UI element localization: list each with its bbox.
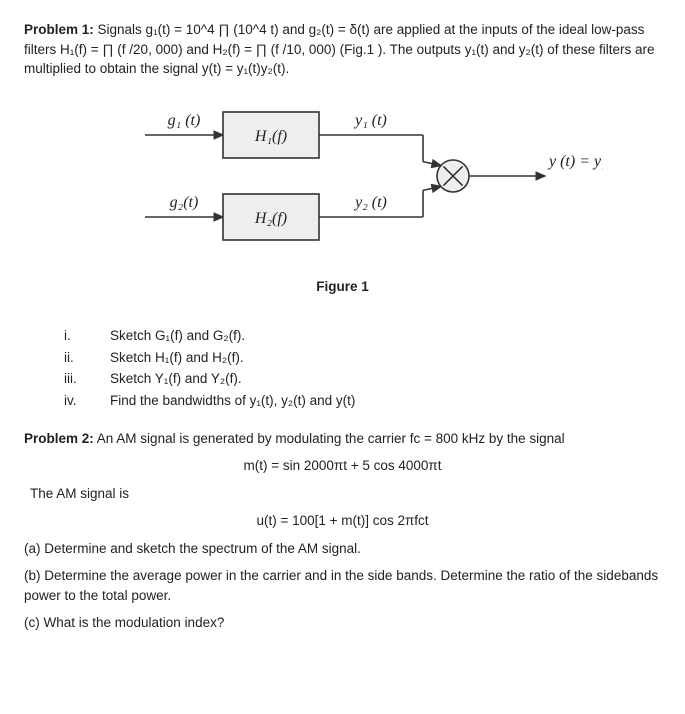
task-text: Sketch H₁(f) and H₂(f). [110, 348, 244, 368]
task-num: iii. [64, 369, 110, 389]
figure-1: g₁ (t) H₁(f) y₁ (t) g₂(t) H₂(f) y₂ (t) y (t) =… [24, 97, 661, 297]
task-text: Find the bandwidths of y₁(t), y₂(t) and … [110, 391, 355, 411]
eq-ut: u(t) = 100[1 + m(t)] cos 2πfct [24, 511, 661, 531]
p2-part-c: (c) What is the modulation index? [24, 613, 661, 633]
problem-1-text: Signals g₁(t) = 10^4 ∏ (10^4 t) and g₂(t… [24, 22, 655, 76]
task-row: iv. Find the bandwidths of y₁(t), y₂(t) … [64, 391, 661, 411]
task-num: iv. [64, 391, 110, 411]
svg-text:y₁ (t): y₁ (t) [353, 112, 387, 129]
svg-text:H₁(f): H₁(f) [253, 128, 286, 145]
problem-2-intro: An AM signal is generated by modulating … [94, 431, 565, 446]
task-text: Sketch G₁(f) and G₂(f). [110, 326, 245, 346]
svg-text:y₂ (t): y₂ (t) [353, 194, 387, 211]
task-row: ii. Sketch H₁(f) and H₂(f). [64, 348, 661, 368]
problem-1-statement: Problem 1: Signals g₁(t) = 10^4 ∏ (10^4 … [24, 20, 661, 79]
svg-text:y (t) = y₁(t) y₂(t): y (t) = y₁(t) y₂(t) [547, 153, 603, 170]
problem-2-label: Problem 2: [24, 431, 94, 446]
svg-text:g₁ (t): g₁ (t) [167, 112, 200, 129]
task-row: iii. Sketch Y₁(f) and Y₂(f). [64, 369, 661, 389]
task-row: i. Sketch G₁(f) and G₂(f). [64, 326, 661, 346]
task-list: i. Sketch G₁(f) and G₂(f). ii. Sketch H₁… [64, 326, 661, 410]
block-diagram: g₁ (t) H₁(f) y₁ (t) g₂(t) H₂(f) y₂ (t) y (t) =… [83, 97, 603, 267]
figure-caption: Figure 1 [316, 277, 369, 297]
svg-text:H₂(f): H₂(f) [253, 210, 286, 227]
p2-part-b: (b) Determine the average power in the c… [24, 566, 661, 605]
problem-1-label: Problem 1: [24, 22, 94, 37]
eq-mt: m(t) = sin 2000πt + 5 cos 4000πt [24, 456, 661, 476]
problem-2: Problem 2: An AM signal is generated by … [24, 429, 661, 634]
task-num: i. [64, 326, 110, 346]
p2-part-a: (a) Determine and sketch the spectrum of… [24, 539, 661, 559]
svg-text:g₂(t): g₂(t) [169, 194, 198, 211]
am-signal-is: The AM signal is [30, 484, 661, 504]
task-text: Sketch Y₁(f) and Y₂(f). [110, 369, 242, 389]
task-num: ii. [64, 348, 110, 368]
